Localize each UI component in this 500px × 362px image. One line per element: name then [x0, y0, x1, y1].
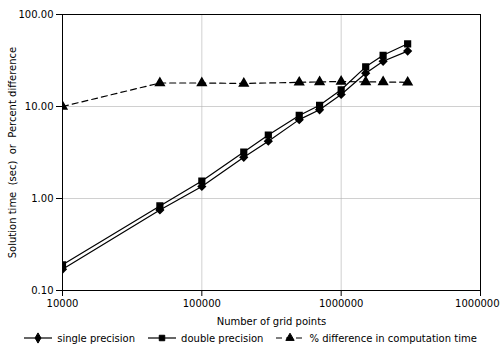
html-text:% difference in computation ti: % difference in computation time — [309, 332, 477, 344]
html-text:double precision: double precision — [181, 332, 264, 344]
svg-text:10.00: 10.00 — [25, 101, 54, 112]
html-text:single precision: single precision — [57, 332, 136, 344]
svg-text:100.00: 100.00 — [19, 9, 54, 20]
svg-text:Number of grid points: Number of grid points — [217, 316, 327, 327]
svg-text:10000: 10000 — [47, 298, 79, 309]
svg-text:1000000: 1000000 — [319, 298, 364, 309]
svg-text:Solution time (sec) or Perc: Solution time (sec) or Percent differenc… — [7, 47, 18, 258]
svg-text:0.10: 0.10 — [31, 285, 53, 296]
svg-text:1.00: 1.00 — [31, 193, 53, 204]
svg-text:100000: 100000 — [183, 298, 221, 309]
svg-text:10000000: 10000000 — [455, 298, 500, 309]
